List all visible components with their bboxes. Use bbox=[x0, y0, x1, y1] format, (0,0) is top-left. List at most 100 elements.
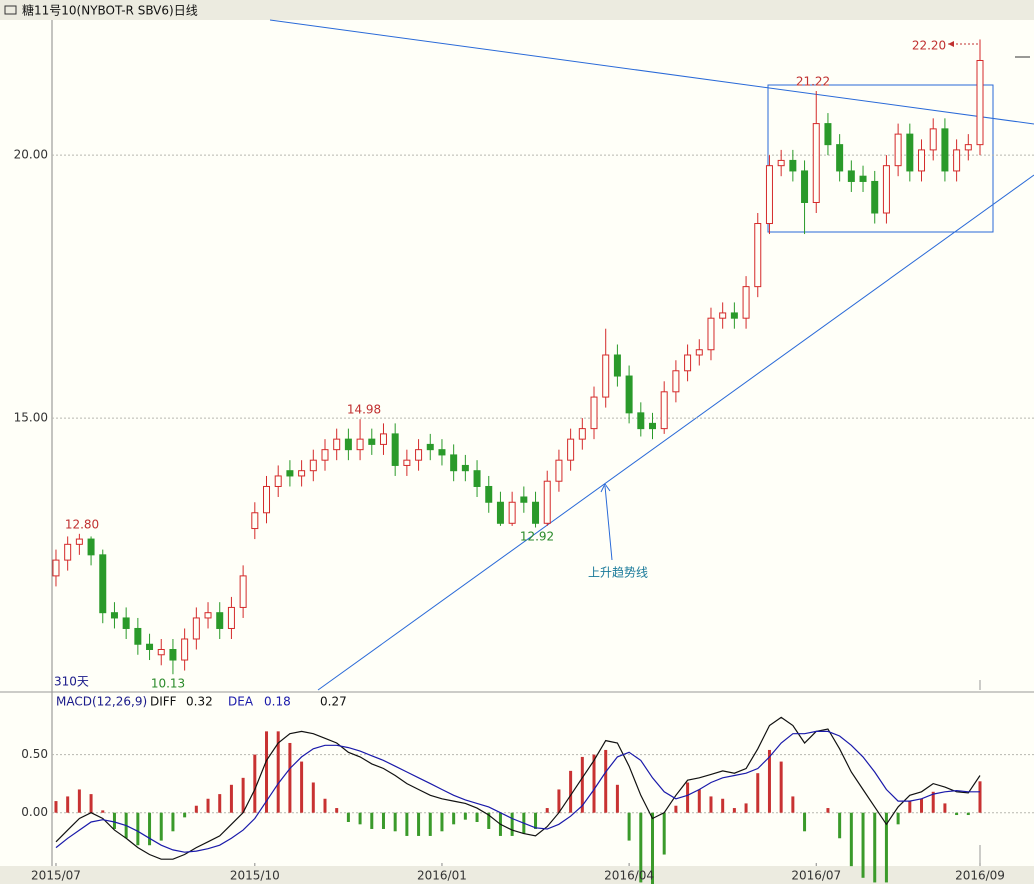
candle-body bbox=[157, 649, 165, 656]
candle-body bbox=[976, 59, 984, 146]
title-bar bbox=[0, 0, 1034, 20]
macd-bar bbox=[218, 794, 222, 813]
candle-body bbox=[239, 575, 247, 608]
macd-bar bbox=[229, 784, 233, 813]
candle-body bbox=[321, 449, 329, 461]
period-label: 310天 bbox=[54, 675, 89, 689]
candle-body bbox=[52, 559, 60, 577]
candle-body bbox=[730, 312, 738, 319]
macd-bar bbox=[346, 812, 350, 822]
candle-body bbox=[801, 170, 809, 203]
candle-body bbox=[567, 438, 575, 461]
candle-body bbox=[391, 433, 399, 466]
candle-body bbox=[789, 159, 797, 172]
macd-bar bbox=[253, 754, 257, 813]
price-annotation: 14.98 bbox=[347, 403, 381, 417]
macd-bar bbox=[627, 812, 631, 841]
candle-body bbox=[695, 349, 703, 356]
x-tick-label: 2016/01 bbox=[417, 869, 467, 883]
price-annotation: 12.92 bbox=[520, 530, 554, 544]
macd-title: MACD(12,26,9) bbox=[56, 695, 147, 709]
candle-body bbox=[438, 449, 446, 456]
x-tick-label: 2016/07 bbox=[791, 869, 841, 883]
macd-bar bbox=[440, 812, 444, 832]
macd-bar bbox=[323, 798, 327, 813]
x-tick-label: 2016/09 bbox=[955, 869, 1005, 883]
candle-body bbox=[953, 149, 961, 172]
candle-body bbox=[929, 128, 937, 151]
macd-bar bbox=[510, 812, 514, 836]
candle-body bbox=[485, 485, 493, 503]
candle-body bbox=[368, 438, 376, 445]
macd-bar bbox=[674, 805, 678, 813]
macd-bar bbox=[966, 812, 970, 816]
date-bar bbox=[0, 866, 1034, 884]
macd-bar bbox=[791, 796, 795, 813]
macd-bar bbox=[908, 801, 912, 813]
y-tick-label: 15.00 bbox=[14, 411, 48, 425]
resistance-line bbox=[269, 19, 1034, 125]
candle-body bbox=[473, 470, 481, 487]
candle-body bbox=[672, 370, 680, 393]
x-tick-label: 2015/10 bbox=[230, 869, 280, 883]
candle-body bbox=[263, 485, 271, 514]
candle-body bbox=[181, 638, 189, 661]
candle-body bbox=[75, 538, 83, 545]
macd-bar bbox=[463, 812, 467, 820]
macd-bar bbox=[335, 808, 339, 813]
macd-bar bbox=[265, 731, 269, 813]
candle-body bbox=[637, 412, 645, 430]
macd-line bbox=[55, 730, 980, 853]
macd-bar bbox=[534, 812, 538, 829]
candle-body bbox=[941, 128, 949, 172]
candle-body bbox=[110, 612, 118, 619]
candle-body bbox=[590, 396, 598, 430]
candle-body bbox=[765, 165, 773, 225]
macd-bar bbox=[241, 777, 245, 813]
candle-body bbox=[286, 470, 294, 477]
candle-body bbox=[496, 501, 504, 524]
macd-bar bbox=[803, 812, 807, 832]
macd-bar bbox=[405, 812, 409, 836]
macd-bar bbox=[697, 789, 701, 813]
macd-bar bbox=[779, 761, 783, 813]
macd-bar bbox=[873, 812, 877, 883]
trend-arrow-head bbox=[600, 483, 611, 493]
macd-bar bbox=[148, 812, 152, 846]
candle-body bbox=[918, 149, 926, 172]
macd-bar bbox=[896, 812, 900, 825]
candle-body bbox=[333, 438, 341, 451]
candle-body bbox=[344, 438, 352, 451]
macd-bar bbox=[66, 796, 70, 813]
arrow-head bbox=[948, 41, 954, 47]
diff-value: 0.32 bbox=[186, 695, 213, 709]
candle-body bbox=[532, 501, 540, 524]
macd-bar bbox=[54, 801, 58, 813]
candle-body bbox=[450, 454, 458, 472]
candle-body bbox=[415, 449, 423, 461]
candle-body bbox=[812, 123, 820, 203]
candle-body bbox=[426, 443, 434, 451]
macd-bar bbox=[709, 796, 713, 813]
macd-bar bbox=[650, 812, 654, 884]
candle-body bbox=[742, 286, 750, 319]
price-annotation: 21.22 bbox=[796, 75, 830, 89]
macd-bar bbox=[838, 812, 842, 839]
candle-body bbox=[251, 512, 259, 530]
macd-bar bbox=[861, 812, 865, 878]
candle-body bbox=[882, 165, 890, 214]
candle-body bbox=[543, 480, 551, 524]
candle-body bbox=[508, 501, 516, 524]
macd-bar bbox=[276, 731, 280, 813]
candle-body bbox=[227, 606, 235, 629]
macd-bar bbox=[159, 812, 163, 841]
candle-body bbox=[648, 422, 656, 430]
macd-bar bbox=[920, 798, 924, 813]
macd-bar bbox=[592, 754, 596, 813]
candle-body bbox=[719, 312, 727, 319]
candle-body bbox=[660, 391, 668, 430]
candle-body bbox=[309, 459, 317, 472]
legend-dea: DEA bbox=[228, 695, 254, 709]
macd-bar bbox=[557, 789, 561, 813]
macd-bar bbox=[721, 798, 725, 813]
